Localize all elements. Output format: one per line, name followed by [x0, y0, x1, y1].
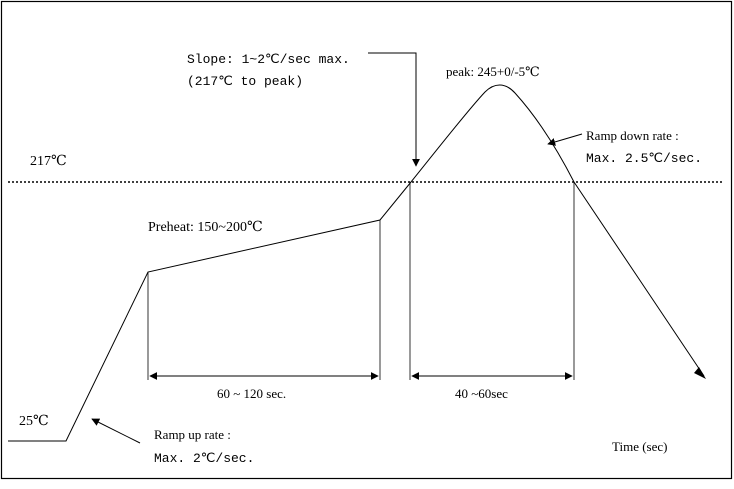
temperature-profile-curve — [8, 84, 705, 442]
ramp-up-label-line1: Ramp up rate : — [154, 427, 231, 442]
liquidus-interval-label: 40 ~60sec — [455, 386, 508, 401]
preheat-interval-label: 60 ~ 120 sec. — [217, 386, 286, 401]
peak-label: peak: 245+0/-5℃ — [446, 64, 540, 79]
label-25: 25℃ — [19, 414, 49, 429]
slope-label-line1: Slope: 1~2℃/sec max. — [187, 52, 350, 67]
time-axis-label: Time (sec) — [612, 439, 668, 454]
ramp-up-label-line2: Max. 2℃/sec. — [154, 451, 254, 466]
ramp-down-label-line1: Ramp down rate : — [586, 128, 679, 143]
preheat-label: Preheat: 150~200℃ — [148, 220, 263, 235]
ramp-down-label-line2: Max. 2.5℃/sec. — [586, 151, 702, 166]
ramp-down-callout-line — [547, 133, 583, 146]
ramp-down-arrow-tip — [694, 367, 706, 379]
label-217: 217℃ — [30, 154, 67, 169]
ramp-up-callout-arrow — [91, 418, 141, 444]
slope-label-line2: (217℃ to peak) — [187, 74, 303, 89]
slope-callout-arrow — [368, 52, 420, 167]
